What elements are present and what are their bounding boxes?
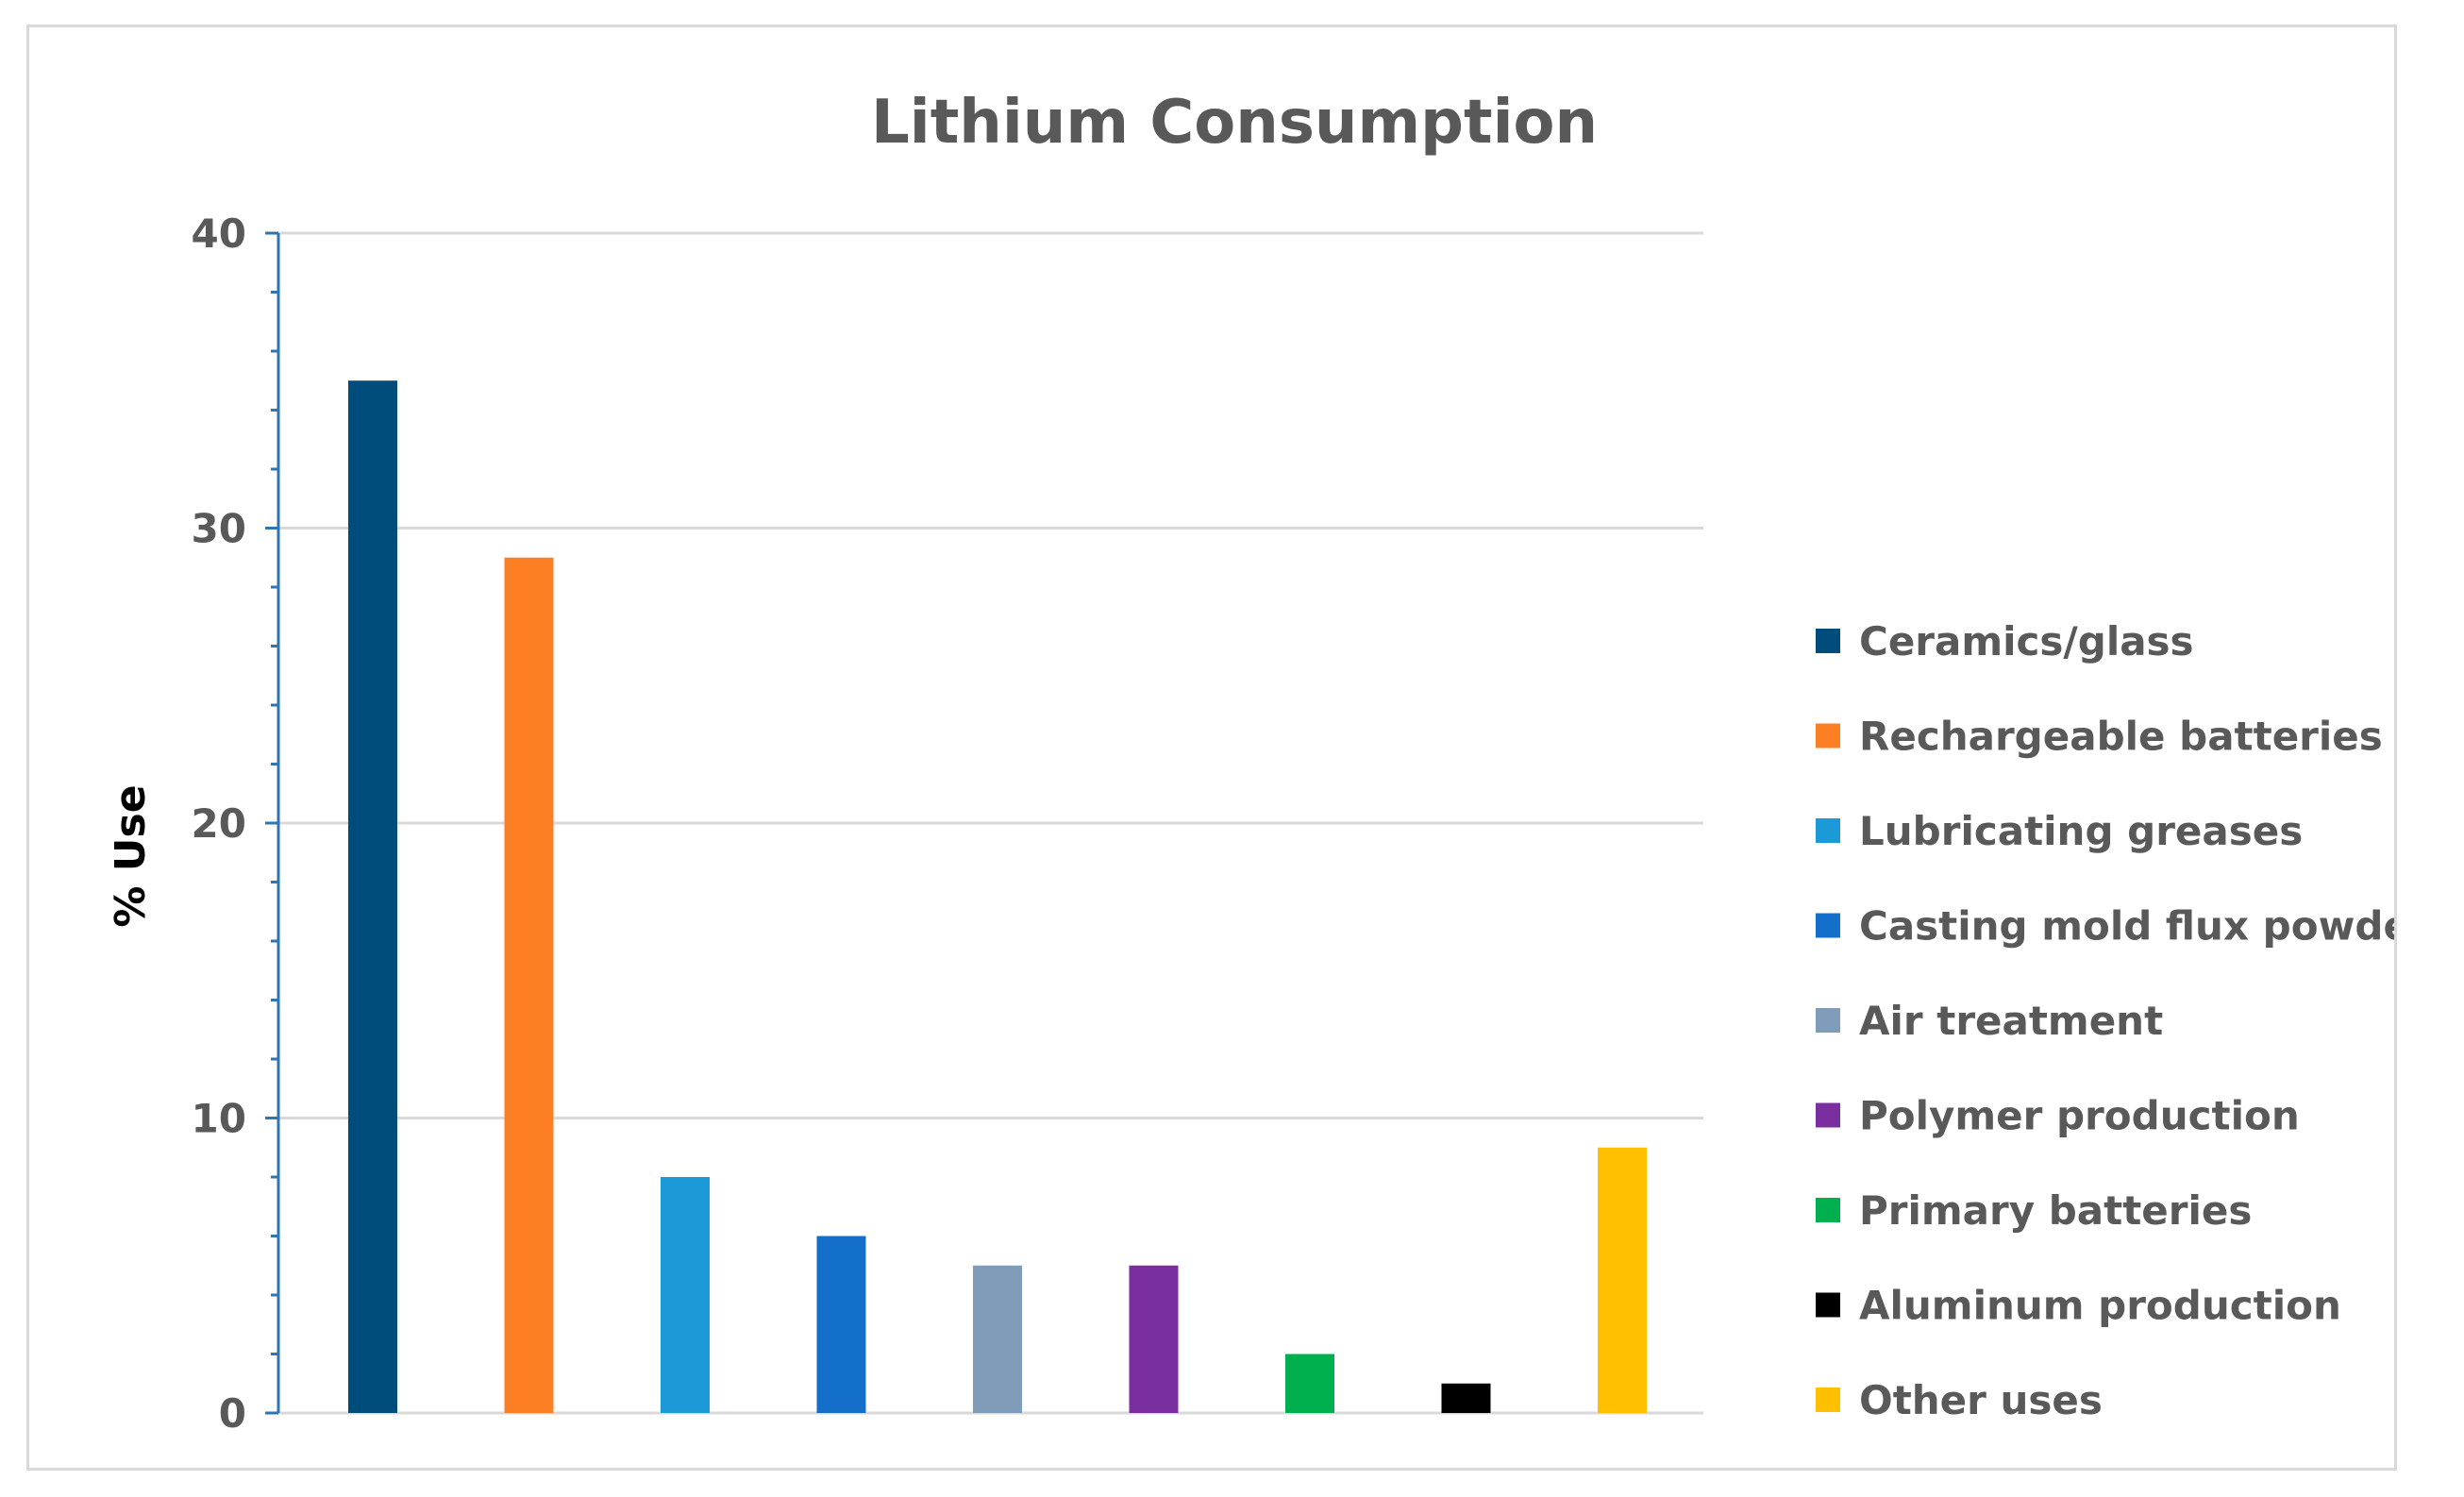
y-tick-label-40: 40: [192, 210, 246, 257]
legend-label-air-treatment: Air treatment: [1859, 998, 2163, 1044]
bar-polymer-production: [1129, 1265, 1179, 1413]
legend-item-polymer-production: Polymer production: [1816, 1093, 2300, 1139]
legend-item-aluminum-production: Aluminum production: [1816, 1283, 2341, 1329]
legend-swatch-other-uses: [1816, 1388, 1840, 1412]
legend-item-casting-mold-flux-powders: Casting mold flux powders: [1816, 903, 2394, 950]
bars: [348, 380, 1647, 1413]
legend-item-other-uses: Other uses: [1816, 1377, 2103, 1423]
chart-frame: Lithium Consumption 0 10 20 30 40 % Use Cera…: [26, 25, 2397, 1471]
gridlines: [278, 231, 1703, 1415]
legend-label-ceramics-glass: Ceramics/glass: [1859, 618, 2194, 664]
y-axis-label: % Use: [107, 784, 155, 927]
legend-swatch-rechargeable-batteries: [1816, 723, 1840, 748]
legend: Ceramics/glass Rechargeable batteries Lubr…: [1816, 618, 2394, 1423]
bar-ceramics-glass: [348, 380, 397, 1413]
bar-air-treatment: [973, 1265, 1022, 1413]
legend-label-lubricating-greases: Lubricating greases: [1859, 808, 2303, 854]
bar-lubricating-greases: [661, 1177, 710, 1413]
chart-title: Lithium Consumption: [871, 88, 1598, 158]
y-tick-label-20: 20: [192, 800, 246, 847]
y-tick-label-0: 0: [219, 1390, 246, 1437]
legend-label-primary-batteries: Primary batteries: [1859, 1187, 2252, 1234]
bar-other-uses: [1598, 1147, 1647, 1413]
bar-primary-batteries: [1285, 1354, 1334, 1413]
legend-item-ceramics-glass: Ceramics/glass: [1816, 618, 2194, 664]
bar-aluminum-production: [1441, 1383, 1491, 1413]
legend-item-lubricating-greases: Lubricating greases: [1816, 808, 2303, 854]
legend-swatch-casting-mold-flux-powders: [1816, 913, 1840, 938]
legend-swatch-primary-batteries: [1816, 1198, 1840, 1222]
legend-item-air-treatment: Air treatment: [1816, 998, 2163, 1044]
y-axis-ticks: [265, 231, 278, 1415]
legend-label-polymer-production: Polymer production: [1859, 1093, 2300, 1139]
bar-casting-mold-flux-powders: [816, 1236, 866, 1413]
y-axis-tick-labels: 0 10 20 30 40: [192, 210, 246, 1437]
y-tick-label-10: 10: [192, 1096, 246, 1142]
y-tick-label-30: 30: [192, 506, 246, 552]
legend-label-aluminum-production: Aluminum production: [1859, 1283, 2341, 1329]
legend-swatch-lubricating-greases: [1816, 818, 1840, 843]
bar-rechargeable-batteries: [504, 557, 554, 1413]
legend-swatch-air-treatment: [1816, 1008, 1840, 1033]
legend-item-rechargeable-batteries: Rechargeable batteries: [1816, 714, 2383, 760]
legend-label-casting-mold-flux-powders: Casting mold flux powders: [1859, 903, 2394, 950]
legend-label-other-uses: Other uses: [1859, 1377, 2103, 1423]
legend-swatch-aluminum-production: [1816, 1292, 1840, 1318]
bar-chart: Lithium Consumption 0 10 20 30 40 % Use Cera…: [107, 88, 2394, 1437]
legend-label-rechargeable-batteries: Rechargeable batteries: [1859, 714, 2383, 760]
legend-item-primary-batteries: Primary batteries: [1816, 1187, 2252, 1234]
legend-swatch-ceramics-glass: [1816, 629, 1840, 653]
legend-swatch-polymer-production: [1816, 1102, 1840, 1128]
